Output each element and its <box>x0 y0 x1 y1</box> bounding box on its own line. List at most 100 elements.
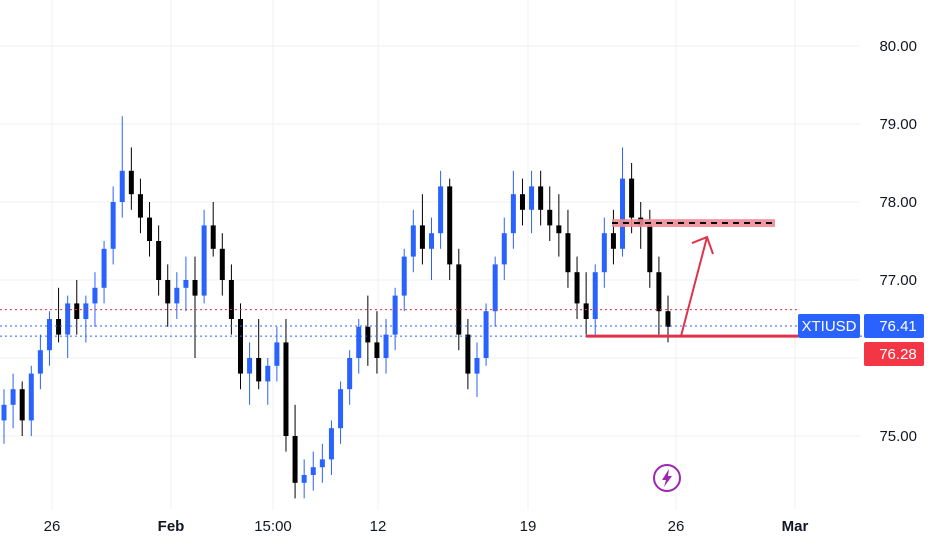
y-tick-label: 80.00 <box>879 38 917 55</box>
candle-body <box>492 264 498 312</box>
candle-body <box>601 233 607 273</box>
candle-body <box>46 319 52 351</box>
candle-body <box>465 334 471 374</box>
projection-arrow <box>680 236 708 337</box>
y-tick-label: 78.00 <box>879 194 917 211</box>
candle-body <box>156 241 162 280</box>
candle-body <box>92 287 98 304</box>
candle-body <box>219 248 225 280</box>
x-axis: 26 Feb 15:00 12 19 26 Mar <box>44 518 809 535</box>
candle-body <box>328 428 334 460</box>
candle-body <box>547 209 553 226</box>
candle-body <box>556 225 562 234</box>
candle-body <box>401 256 407 296</box>
candle-body <box>256 358 262 382</box>
candle-body <box>501 233 507 265</box>
candle-body <box>529 186 535 210</box>
candle-body <box>419 225 425 249</box>
candle-body <box>228 280 234 319</box>
y-tick-label: 75.00 <box>879 428 917 445</box>
candle-body <box>192 280 198 296</box>
symbol-badge-bg <box>798 314 860 338</box>
last-price-badge-bg <box>864 314 924 338</box>
candle-body <box>301 475 307 483</box>
candle-body <box>147 217 153 241</box>
symbol-badge: XTIUSD <box>801 318 856 335</box>
x-tick-label: 26 <box>44 518 61 535</box>
candle-body <box>538 186 544 210</box>
candle-body <box>610 233 616 249</box>
x-tick-label: Feb <box>158 518 185 535</box>
candle-body <box>629 178 635 218</box>
candle-body <box>474 358 480 374</box>
annotations <box>0 219 864 338</box>
candle-body <box>101 248 107 288</box>
candle-body <box>65 303 71 335</box>
candle-body <box>592 272 598 319</box>
candle-body <box>447 186 453 265</box>
candle-body <box>137 194 143 218</box>
candle-body <box>310 467 316 475</box>
candles <box>1 116 671 499</box>
x-tick-label: Mar <box>782 518 809 535</box>
candle-body <box>383 334 389 358</box>
candle-body <box>274 342 280 366</box>
candle-body <box>438 186 444 234</box>
candle-body <box>483 311 489 358</box>
x-tick-label: 26 <box>668 518 685 535</box>
candle-body <box>265 365 271 382</box>
y-axis: 80.00 79.00 78.00 77.00 75.00 <box>879 38 917 445</box>
y-tick-label: 79.00 <box>879 116 917 133</box>
candle-body <box>620 178 626 249</box>
candle-body <box>338 389 344 429</box>
x-tick-label: 19 <box>520 518 537 535</box>
candle-body <box>128 170 134 195</box>
marker-price-badge-bg <box>864 342 924 366</box>
candle-body <box>656 272 662 312</box>
candle-body <box>201 225 207 296</box>
candle-body <box>574 272 580 304</box>
candle-body <box>565 233 571 273</box>
candle-body <box>174 287 180 304</box>
candle-body <box>392 295 398 335</box>
grid <box>0 0 860 510</box>
candle-body <box>583 303 589 319</box>
candle-body <box>410 225 416 257</box>
lightning-icon[interactable] <box>653 464 681 492</box>
y-tick-label: 77.00 <box>879 272 917 289</box>
x-tick-label: 15:00 <box>254 518 292 535</box>
candle-body <box>356 326 362 358</box>
candle-body <box>519 194 525 210</box>
candle-body <box>237 319 243 374</box>
candle-body <box>429 233 435 249</box>
candle-body <box>374 342 380 358</box>
candle-body <box>1 404 7 421</box>
candle-body <box>165 280 171 304</box>
candle-body <box>283 342 289 436</box>
candle-body <box>510 194 516 234</box>
candle-body <box>56 319 62 335</box>
candle-body <box>365 326 371 343</box>
candle-body <box>19 389 25 421</box>
candle-body <box>37 350 43 374</box>
candle-body <box>83 303 89 319</box>
candle-body <box>10 389 16 405</box>
x-tick-label: 12 <box>370 518 387 535</box>
marker-price-badge: 76.28 <box>879 346 917 363</box>
candle-body <box>119 170 125 202</box>
candle-body <box>456 264 462 335</box>
projection-arrow-head <box>691 235 714 255</box>
candle-body <box>183 280 189 288</box>
candle-body <box>74 303 80 319</box>
candle-body <box>247 358 253 374</box>
candle-body <box>110 202 116 249</box>
candle-body <box>292 436 298 483</box>
candle-body <box>28 373 34 421</box>
price-badges: XTIUSD 76.41 76.28 <box>798 314 924 366</box>
candle-body <box>319 459 325 468</box>
last-price-badge: 76.41 <box>879 318 917 335</box>
candle-body <box>210 225 216 249</box>
candle-body <box>665 311 671 327</box>
candle-body <box>347 358 353 390</box>
